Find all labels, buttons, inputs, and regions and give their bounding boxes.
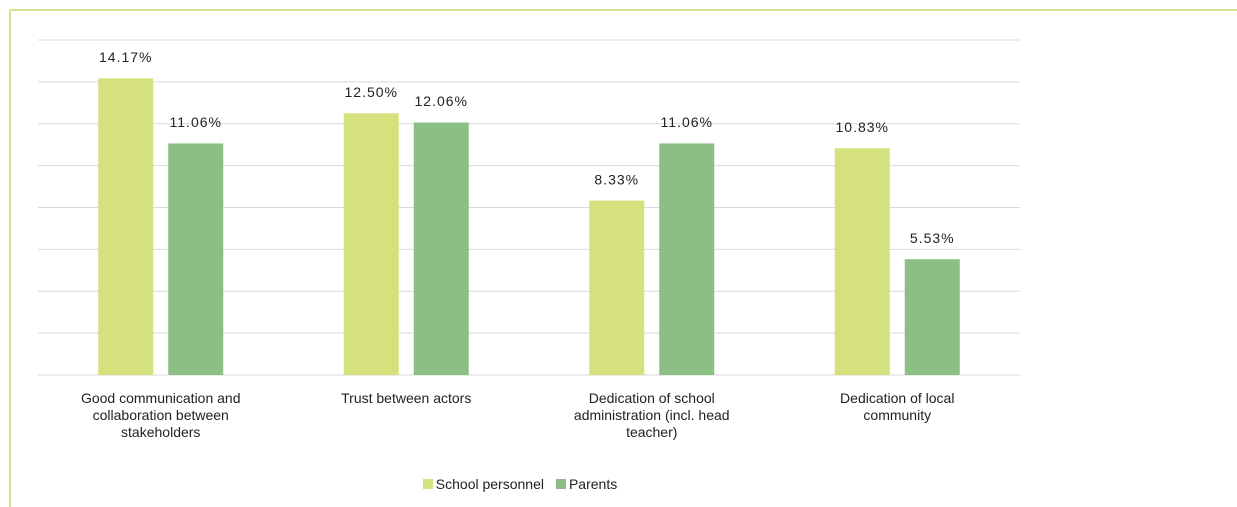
- legend-label: Parents: [568, 476, 618, 492]
- legend-label: School personnel: [435, 476, 544, 492]
- data-label: 11.06%: [661, 114, 713, 130]
- bar: [168, 143, 224, 375]
- data-label: 14.17%: [99, 49, 152, 65]
- bar: [343, 113, 399, 375]
- bar: [413, 122, 469, 376]
- bar: [834, 148, 890, 375]
- data-label: 10.83%: [836, 119, 889, 135]
- x-tick-label: Trust between actors: [341, 390, 472, 406]
- data-label: 12.06%: [415, 93, 468, 109]
- data-label: 12.50%: [345, 84, 398, 100]
- legend-swatch: [422, 479, 433, 489]
- x-tick-label: Dedication of school administration (inc…: [573, 390, 730, 440]
- legend-item: School personnel: [422, 476, 544, 492]
- bar: [904, 259, 960, 375]
- data-label: 5.53%: [910, 230, 955, 246]
- data-label: 8.33%: [594, 171, 639, 187]
- legend-swatch: [555, 479, 566, 489]
- x-tick-label: Dedication of local community: [840, 390, 955, 423]
- legend: School personnel Parents: [0, 476, 1040, 492]
- bar: [589, 200, 645, 375]
- x-tick-label: Good communication and collaboration bet…: [80, 390, 241, 440]
- bar: [659, 143, 715, 375]
- bar: [98, 78, 154, 376]
- legend-item: Parents: [555, 476, 618, 492]
- data-label: 11.06%: [170, 114, 222, 130]
